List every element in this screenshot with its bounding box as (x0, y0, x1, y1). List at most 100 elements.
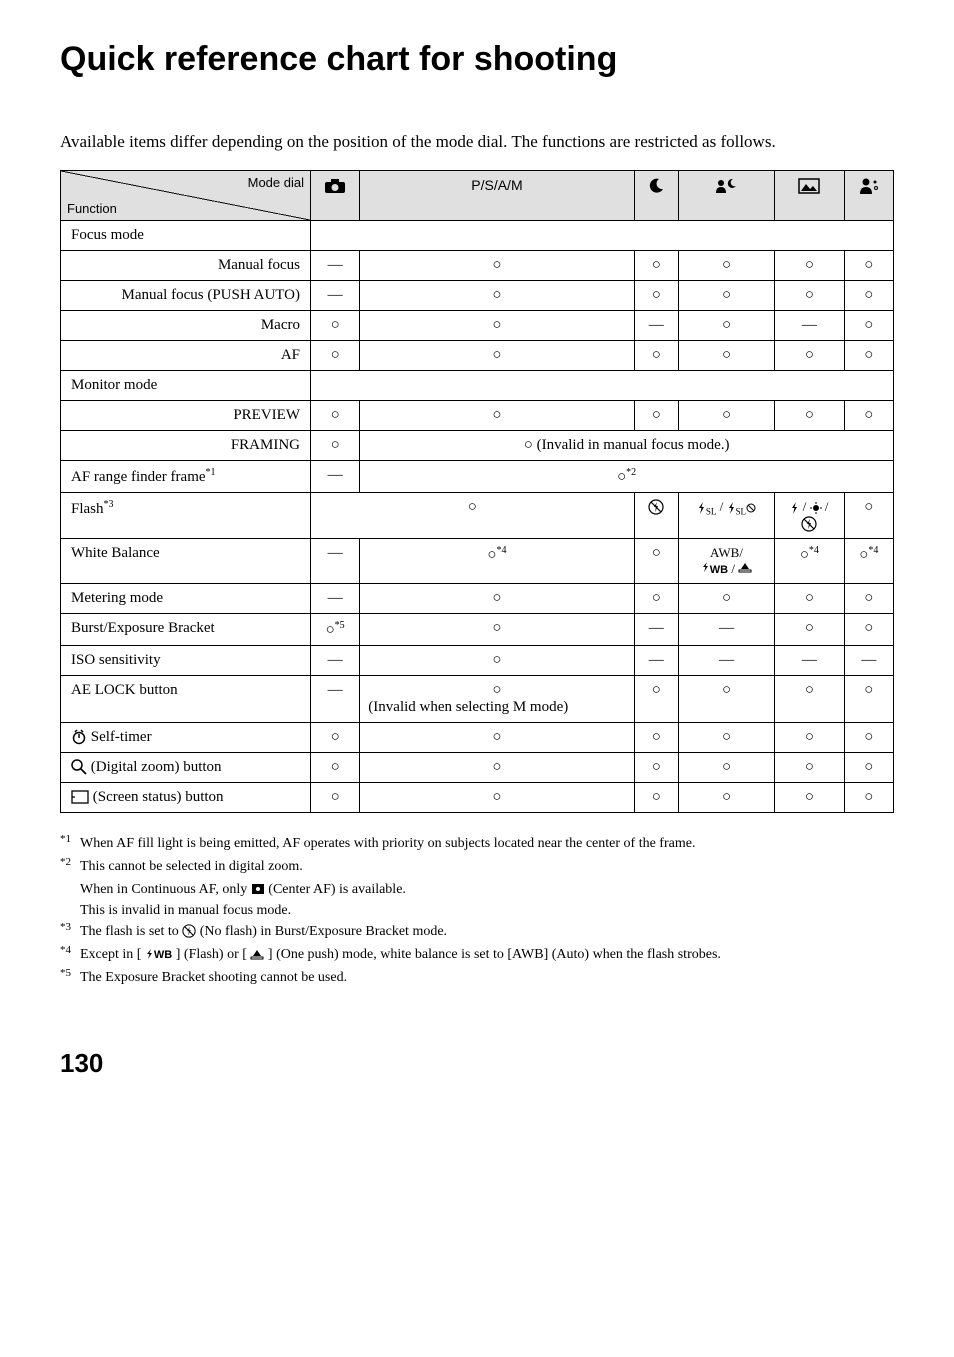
metering-label: Metering mode (61, 583, 311, 613)
page-title: Quick reference chart for shooting (60, 40, 894, 79)
af-range-merged-cell: ○*2 (360, 460, 894, 492)
cell-circle: ○ (652, 590, 661, 606)
footnote-2: This cannot be selected in digital zoom. (80, 856, 894, 877)
cell-circle: ○ (864, 759, 873, 775)
preview-label: PREVIEW (61, 400, 311, 430)
cell-circle: ○ (652, 789, 661, 805)
cell-circle: ○ (864, 407, 873, 423)
cell-circle: ○ (331, 317, 340, 333)
cell-circle: ○ (331, 729, 340, 745)
cell-circle: ○ (492, 317, 501, 333)
table-row: Burst/Exposure Bracket ○*5 ○ — — ○ ○ (61, 613, 894, 645)
cell-circle: ○ (805, 682, 814, 698)
cell-circle: ○ (864, 317, 873, 333)
cell-circle: ○ (864, 620, 873, 636)
table-row: Manual focus — ○ ○ ○ ○ ○ (61, 250, 894, 280)
cell-dash: — (328, 257, 343, 273)
cell-circle: ○ (722, 287, 731, 303)
self-timer-label: Self-timer (61, 722, 311, 752)
flash-landscape-cell: / / (775, 492, 845, 538)
table-row: AF range finder frame*1 — ○*2 (61, 460, 894, 492)
cell-dash: — (802, 317, 817, 333)
function-label: Function (67, 201, 117, 216)
mode-camera-icon (311, 170, 360, 220)
framing-merged-cell: ○ (Invalid in manual focus mode.) (360, 430, 894, 460)
cell-dash: — (649, 652, 664, 668)
white-balance-label: White Balance (61, 538, 311, 583)
table-row: White Balance — ○*4 ○ AWB/ WB / ○*4 ○*4 (61, 538, 894, 583)
cell-circle: ○ (652, 729, 661, 745)
footnote-num: *3 (60, 919, 80, 940)
cell-circle: ○ (492, 590, 501, 606)
table-row: (Screen status) button ○ ○ ○ ○ ○ ○ (61, 782, 894, 812)
cell-circle: ○ (864, 789, 873, 805)
cell-circle: ○ (805, 257, 814, 273)
manual-focus-push-label: Manual focus (PUSH AUTO) (61, 280, 311, 310)
cell-circle: ○ (652, 682, 661, 698)
cell-dash: — (719, 652, 734, 668)
flash-label: Flash*3 (61, 492, 311, 538)
footnote-2b: When in Continuous AF, only (Center AF) … (80, 879, 894, 900)
table-row: Flash*3 ○ SL / SL / / ○ (61, 492, 894, 538)
cell-circle: ○ (805, 347, 814, 363)
ae-lock-label: AE LOCK button (61, 675, 311, 722)
mode-moon-icon (634, 170, 678, 220)
cell-circle: ○ (652, 759, 661, 775)
framing-label: FRAMING (61, 430, 311, 460)
mode-portrait-icon (844, 170, 893, 220)
cell-circle: ○ (805, 407, 814, 423)
table-row: Manual focus (PUSH AUTO) — ○ ○ ○ ○ ○ (61, 280, 894, 310)
cell-circle: ○ (722, 347, 731, 363)
table-row: FRAMING ○ ○ (Invalid in manual focus mod… (61, 430, 894, 460)
cell-circle: ○ (326, 622, 335, 638)
cell-circle: ○ (864, 682, 873, 698)
cell-circle: ○ (331, 759, 340, 775)
footnote-5: The Exposure Bracket shooting cannot be … (80, 967, 894, 988)
cell-circle: ○ (492, 257, 501, 273)
cell-dash: — (328, 682, 343, 698)
reference-table: Mode dial Function P/S/A/M Focus mode Ma… (60, 170, 894, 813)
table-row: Focus mode (61, 220, 894, 250)
cell-circle: ○ (864, 499, 873, 515)
cell-circle: ○ (652, 347, 661, 363)
focus-mode-label: Focus mode (61, 220, 311, 250)
iso-label: ISO sensitivity (61, 645, 311, 675)
footnote-num: *1 (60, 831, 80, 852)
cell-circle: ○ (722, 257, 731, 273)
mode-portrait-night-icon (678, 170, 774, 220)
cell-dash: — (328, 590, 343, 606)
table-row: Monitor mode (61, 370, 894, 400)
cell-circle: ○ (331, 437, 340, 453)
page-number: 130 (60, 1048, 894, 1079)
cell-dash: — (328, 287, 343, 303)
cell-circle: ○ (805, 287, 814, 303)
cell-circle: ○ (331, 789, 340, 805)
cell-circle: ○ (617, 469, 626, 485)
cell-circle: ○ (800, 547, 809, 563)
wb-awb-cell: AWB/ WB / (678, 538, 774, 583)
cell-circle: ○ (805, 789, 814, 805)
cell-circle: ○ (524, 437, 533, 453)
footnote-1: When AF fill light is being emitted, AF … (80, 833, 894, 854)
manual-focus-label: Manual focus (61, 250, 311, 280)
mode-psam: P/S/A/M (360, 170, 634, 220)
footnote-4: Except in [ WB ] (Flash) or [ ] (One pus… (80, 944, 894, 965)
cell-circle: ○ (805, 590, 814, 606)
monitor-mode-label: Monitor mode (61, 370, 311, 400)
cell-circle: ○ (492, 789, 501, 805)
digital-zoom-label: (Digital zoom) button (61, 752, 311, 782)
cell-circle: ○ (652, 545, 661, 561)
cell-circle: ○ (722, 682, 731, 698)
cell-circle: ○ (722, 407, 731, 423)
cell-circle: ○ (805, 759, 814, 775)
cell-dash: — (719, 620, 734, 636)
cell-circle: ○ (722, 729, 731, 745)
cell-circle: ○ (652, 407, 661, 423)
cell-dash: — (802, 652, 817, 668)
flash-merged-cell: ○ (311, 492, 635, 538)
corner-header: Mode dial Function (61, 170, 311, 220)
cell-circle: ○ (468, 499, 477, 515)
table-row: AF ○ ○ ○ ○ ○ ○ (61, 340, 894, 370)
footnote-num: *5 (60, 965, 80, 986)
table-row: Macro ○ ○ — ○ — ○ (61, 310, 894, 340)
